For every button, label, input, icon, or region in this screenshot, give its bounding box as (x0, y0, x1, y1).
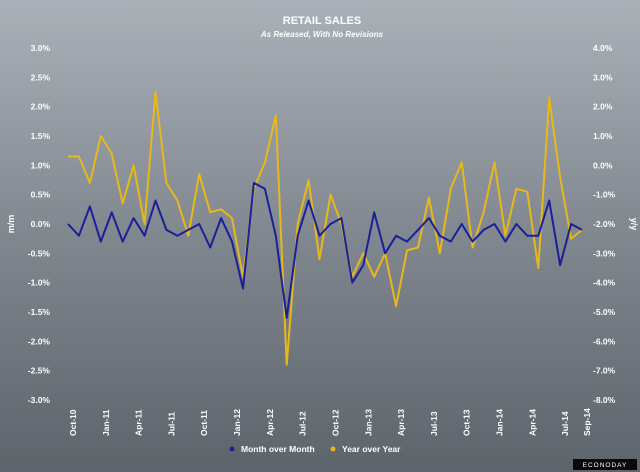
x-tick-label: Oct-10 (68, 409, 78, 436)
right-tick-label: 3.0% (593, 72, 613, 82)
left-axis-label: m/m (6, 215, 16, 234)
x-tick-label: Apr-13 (396, 409, 406, 436)
chart-subtitle: As Released, With No Revisions (260, 30, 384, 39)
right-tick-label: -4.0% (593, 278, 616, 288)
legend-label-month-over-month: Month over Month (241, 444, 315, 454)
series-line-month-over-month (67, 181, 583, 319)
right-tick-label: 2.0% (593, 102, 613, 112)
right-tick-label: -7.0% (593, 366, 616, 376)
right-tick-label: -2.0% (593, 219, 616, 229)
right-tick-label: -3.0% (593, 248, 616, 258)
left-tick-label: -2.0% (28, 336, 51, 346)
left-tick-label: 1.0% (31, 160, 51, 170)
left-tick-label: -2.5% (28, 366, 51, 376)
x-tick-label: Apr-14 (527, 409, 537, 436)
x-tick-label: Oct-13 (462, 409, 472, 436)
legend-marker-year-over-year (330, 446, 336, 452)
x-tick-label: Sep-14 (582, 408, 592, 436)
x-tick-label: Jul-13 (429, 411, 439, 436)
left-tick-label: 1.5% (31, 131, 51, 141)
right-tick-label: -6.0% (593, 336, 616, 346)
x-tick-label: Jan-12 (232, 409, 242, 436)
legend-label-year-over-year: Year over Year (342, 444, 401, 454)
left-axis-ticks: 3.0% 2.5% 2.0% 1.5% 1.0% 0.5% 0.0% -0.5% -1.0% -1… (28, 43, 51, 405)
legend: Month over Month Year over Year (229, 444, 401, 454)
legend-marker-month-over-month (229, 446, 235, 452)
right-tick-label: 1.0% (593, 131, 613, 141)
right-axis-label: y/y (629, 218, 639, 231)
left-tick-label: 0.0% (31, 219, 51, 229)
x-tick-label: Apr-12 (265, 409, 275, 436)
right-tick-label: 4.0% (593, 43, 613, 53)
chart-title: RETAIL SALES (283, 15, 361, 27)
watermark-text: ECONODAY (583, 462, 628, 469)
left-tick-label: -0.5% (28, 248, 51, 258)
x-tick-label: Jul-12 (298, 411, 308, 436)
x-tick-label: Oct-11 (199, 410, 209, 436)
series-line-year-over-year (68, 91, 583, 366)
x-tick-label: Jul-11 (166, 412, 176, 436)
left-tick-label: 0.5% (31, 190, 51, 200)
right-tick-label: -8.0% (593, 395, 616, 405)
watermark-badge: ECONODAY (573, 459, 637, 470)
left-tick-label: 2.0% (31, 102, 51, 112)
right-tick-label: -1.0% (593, 190, 616, 200)
left-tick-label: 3.0% (31, 43, 51, 53)
x-tick-label: Oct-12 (330, 409, 340, 436)
x-axis-ticks: Oct-10 Jan-11 Apr-11 Jul-11 Oct-11 Jan-12 Apr-… (68, 408, 592, 436)
right-axis-ticks: 4.0% 3.0% 2.0% 1.0% 0.0% -1.0% -2.0% -3.0% -4.0%… (593, 43, 616, 405)
right-tick-label: 0.0% (593, 160, 613, 170)
x-tick-label: Jan-11 (101, 409, 111, 436)
watermark-box (573, 459, 637, 470)
right-tick-label: -5.0% (593, 307, 616, 317)
left-tick-label: -3.0% (28, 395, 51, 405)
x-tick-label: Jul-14 (560, 411, 570, 436)
left-tick-label: -1.5% (28, 307, 51, 317)
left-tick-label: 2.5% (31, 72, 51, 82)
x-tick-label: Jan-14 (495, 409, 505, 436)
left-tick-label: -1.0% (28, 278, 51, 288)
x-tick-label: Apr-11 (134, 409, 144, 436)
x-tick-label: Jan-13 (363, 409, 373, 436)
